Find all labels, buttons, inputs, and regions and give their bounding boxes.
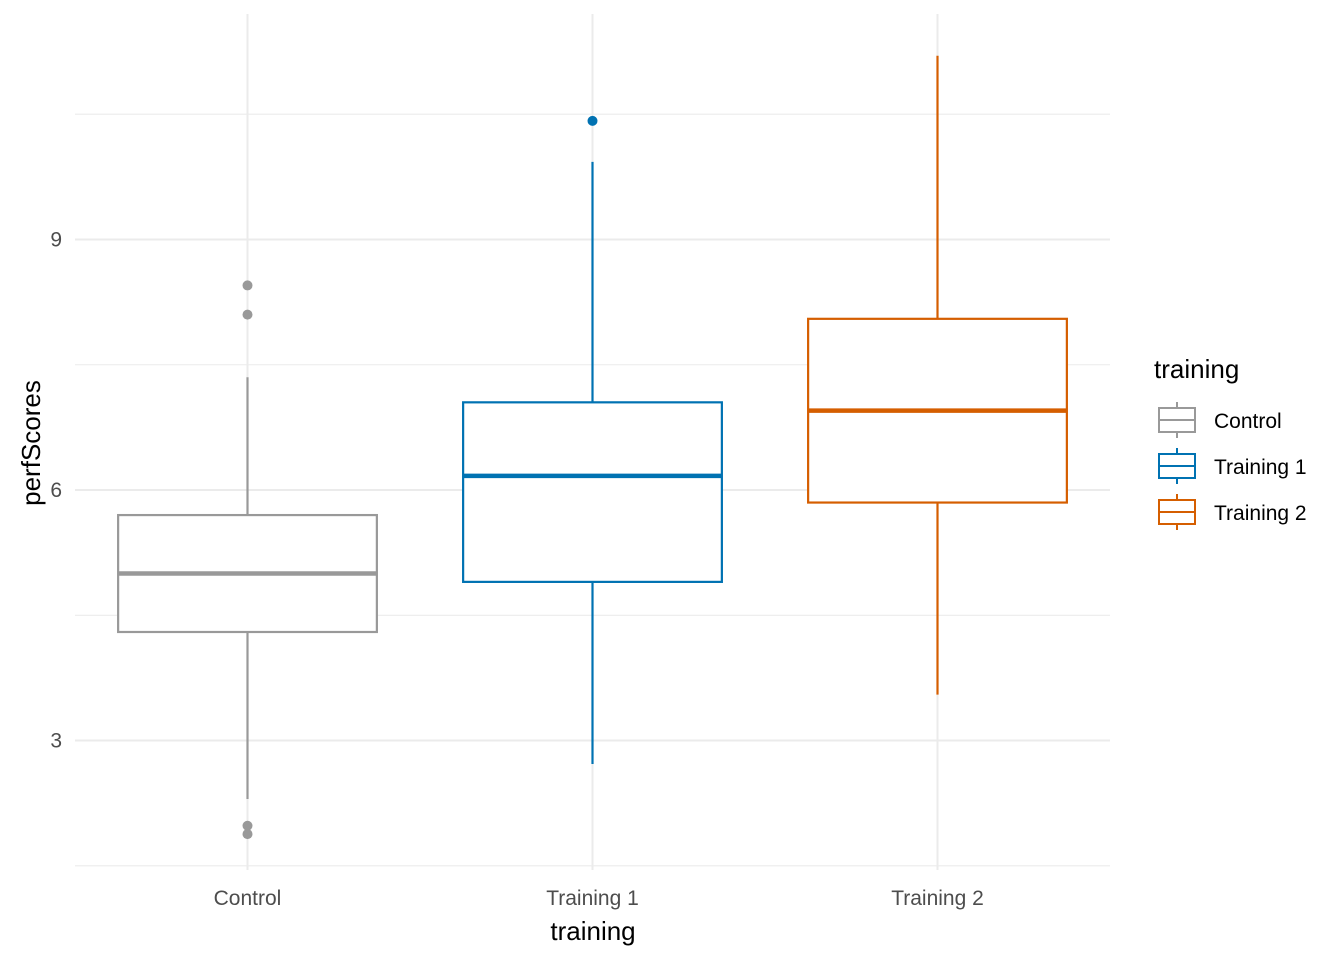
box-iqr (462, 401, 723, 583)
box-control (117, 280, 378, 840)
box-training-1 (462, 115, 723, 764)
legend-label: Control (1214, 410, 1282, 433)
x-axis-title: training (550, 916, 635, 946)
y-tick-label: 6 (50, 479, 62, 502)
x-axis-tick-labels: Control Training 1 Training 2 (214, 887, 984, 910)
legend-item-control: Control (1158, 402, 1282, 438)
legend-title: training (1154, 354, 1239, 384)
legend-label: Training 2 (1214, 502, 1307, 525)
y-axis-tick-labels: 3 6 9 (50, 228, 62, 752)
box-training-2 (807, 55, 1068, 695)
outlier-point (242, 280, 253, 291)
outlier-point (587, 115, 598, 126)
legend-item-training-2: Training 2 (1158, 494, 1307, 530)
legend-item-training-1: Training 1 (1158, 448, 1307, 484)
y-tick-label: 3 (50, 730, 62, 753)
x-tick-label: Training 2 (891, 887, 984, 910)
boxes-layer (117, 55, 1068, 840)
legend-label: Training 1 (1214, 456, 1307, 479)
legend-items: Control Training 1 Training 2 (1158, 402, 1307, 530)
legend: training Control Training 1 Training 2 (1154, 354, 1307, 530)
y-tick-label: 9 (50, 228, 62, 251)
x-tick-label: Control (214, 887, 282, 910)
outlier-point (242, 829, 253, 840)
outlier-point (242, 820, 253, 831)
x-tick-label: Training 1 (546, 887, 639, 910)
outlier-point (242, 309, 253, 320)
y-axis-title: perfScores (16, 380, 46, 506)
